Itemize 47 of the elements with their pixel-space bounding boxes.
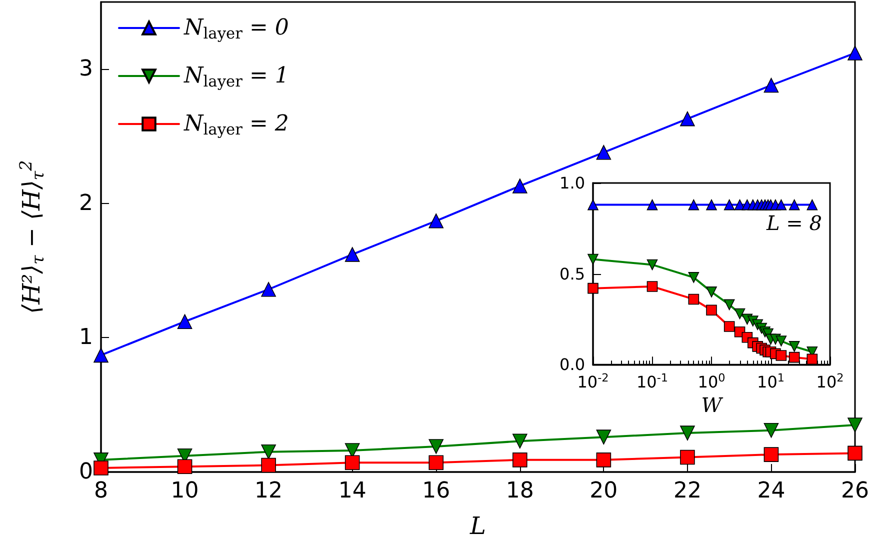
x-tick-label: 26 <box>841 478 870 504</box>
y-tick-label: 0.0 <box>560 355 585 374</box>
y-tick-label: 1 <box>79 325 93 350</box>
point <box>261 444 276 460</box>
y-tick-label: 2 <box>79 190 93 216</box>
point <box>848 418 862 432</box>
point <box>596 430 612 444</box>
point <box>344 455 360 470</box>
x-axis-title: W <box>701 393 724 417</box>
y-tick-label: 1.0 <box>560 174 585 192</box>
point <box>512 434 528 449</box>
x-tick-label: 12 <box>254 478 283 504</box>
point <box>848 46 862 60</box>
point <box>94 348 108 363</box>
point <box>177 314 192 329</box>
x-tick-label: 8 <box>94 478 108 504</box>
point <box>764 447 779 462</box>
y-tick-label: 0.5 <box>560 264 585 284</box>
point <box>596 452 612 468</box>
point <box>764 78 779 93</box>
point <box>764 422 779 438</box>
point <box>596 145 612 160</box>
annotation: L = 8 <box>766 211 822 235</box>
x-tick-label: 10 <box>170 478 199 504</box>
x-tick-label: 18 <box>506 478 534 504</box>
point <box>428 439 444 454</box>
x-tick-label: 16 <box>422 478 450 504</box>
point <box>428 455 444 470</box>
point <box>428 213 444 228</box>
point <box>680 450 695 465</box>
point <box>512 178 528 194</box>
point <box>344 247 360 262</box>
point <box>261 282 276 297</box>
point <box>177 459 192 474</box>
x-tick-label: 14 <box>338 478 366 504</box>
point <box>848 446 862 461</box>
y-tick-label: 3 <box>79 56 93 82</box>
y-tick-label: 0 <box>79 460 93 484</box>
x-tick-label: 20 <box>590 478 618 504</box>
x-tick-label: 24 <box>757 478 786 504</box>
point <box>512 452 528 468</box>
point <box>680 111 695 126</box>
point <box>261 458 276 473</box>
x-axis-title: L <box>469 512 486 540</box>
y-axis-title: ⟨H²⟩τ − ⟨H⟩τ2 <box>16 160 48 314</box>
x-tick-label: 22 <box>673 478 702 504</box>
point <box>680 426 695 440</box>
